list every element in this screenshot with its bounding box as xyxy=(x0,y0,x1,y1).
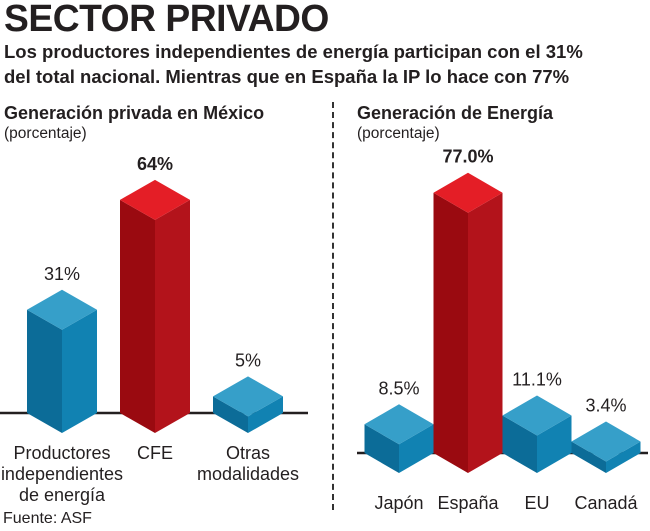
world-value-label: 11.1% xyxy=(512,369,562,389)
world-bar-top-face xyxy=(433,172,503,213)
mexico-bar-right-face xyxy=(62,309,97,433)
mexico-bar-left-face xyxy=(27,309,62,433)
mexico-bar-right-face xyxy=(248,396,283,433)
world-value-label: 77.0% xyxy=(442,147,493,167)
mexico-bar-left-face xyxy=(120,199,155,433)
world-bar-right-face xyxy=(537,415,572,473)
mexico-bar-2 xyxy=(213,376,283,433)
subtitle-line-2: del total nacional. Mientras que en Espa… xyxy=(4,66,570,87)
mexico-value-label: 5% xyxy=(235,350,261,370)
world-bar-left-face xyxy=(571,441,606,473)
world-bar-1 xyxy=(433,172,503,474)
mexico-category-label: independientes xyxy=(1,464,123,484)
mexico-value-label: 64% xyxy=(137,154,173,174)
world-bar-left-face xyxy=(364,424,399,473)
page-subtitle: Los productores independientes de energí… xyxy=(4,39,650,89)
chart-world-title: Generación de Energía xyxy=(357,103,554,123)
mexico-bar-0 xyxy=(27,289,97,433)
world-value-label: 8.5% xyxy=(378,378,419,398)
source-note: Fuente: ASF xyxy=(3,510,92,527)
chart-mexico-title: Generación privada en México xyxy=(4,103,265,123)
world-bar-right-face xyxy=(399,424,434,473)
mexico-category-label: modalidades xyxy=(197,464,299,484)
chart-world-unit: (porcentaje) xyxy=(357,125,440,142)
mexico-bar-top-face xyxy=(213,376,283,417)
world-bar-left-face xyxy=(502,415,537,473)
world-category-label: Canadá xyxy=(574,493,638,513)
page-title: SECTOR PRIVADO xyxy=(4,0,329,40)
mexico-category-label: Productores xyxy=(13,443,110,463)
world-bar-0 xyxy=(364,404,434,473)
world-value-label: 3.4% xyxy=(585,396,626,416)
mexico-bar-right-face xyxy=(155,199,190,433)
world-bar-top-face xyxy=(502,395,572,436)
subtitle-line-1: Los productores independientes de energí… xyxy=(4,41,583,62)
world-bar-2 xyxy=(502,395,572,473)
world-bar-left-face xyxy=(433,192,468,474)
mexico-category-label: CFE xyxy=(137,443,173,463)
mexico-bar-left-face xyxy=(213,396,248,433)
world-bar-right-face xyxy=(468,192,503,474)
mexico-value-label: 31% xyxy=(44,264,80,284)
mexico-bar-top-face xyxy=(120,179,190,220)
world-bar-3 xyxy=(571,421,641,473)
world-bar-top-face xyxy=(364,404,434,445)
mexico-category-label: Otras xyxy=(226,443,270,463)
world-category-label: España xyxy=(437,493,499,513)
mexico-bar-top-face xyxy=(27,289,97,330)
chart-divider xyxy=(332,102,334,510)
world-category-label: Japón xyxy=(374,493,423,513)
world-bar-top-face xyxy=(571,421,641,462)
world-bar-right-face xyxy=(606,441,641,473)
mexico-category-label: de energía xyxy=(19,485,106,505)
mexico-bar-1 xyxy=(120,179,190,433)
world-category-label: EU xyxy=(524,493,549,513)
chart-mexico-unit: (porcentaje) xyxy=(4,125,87,142)
